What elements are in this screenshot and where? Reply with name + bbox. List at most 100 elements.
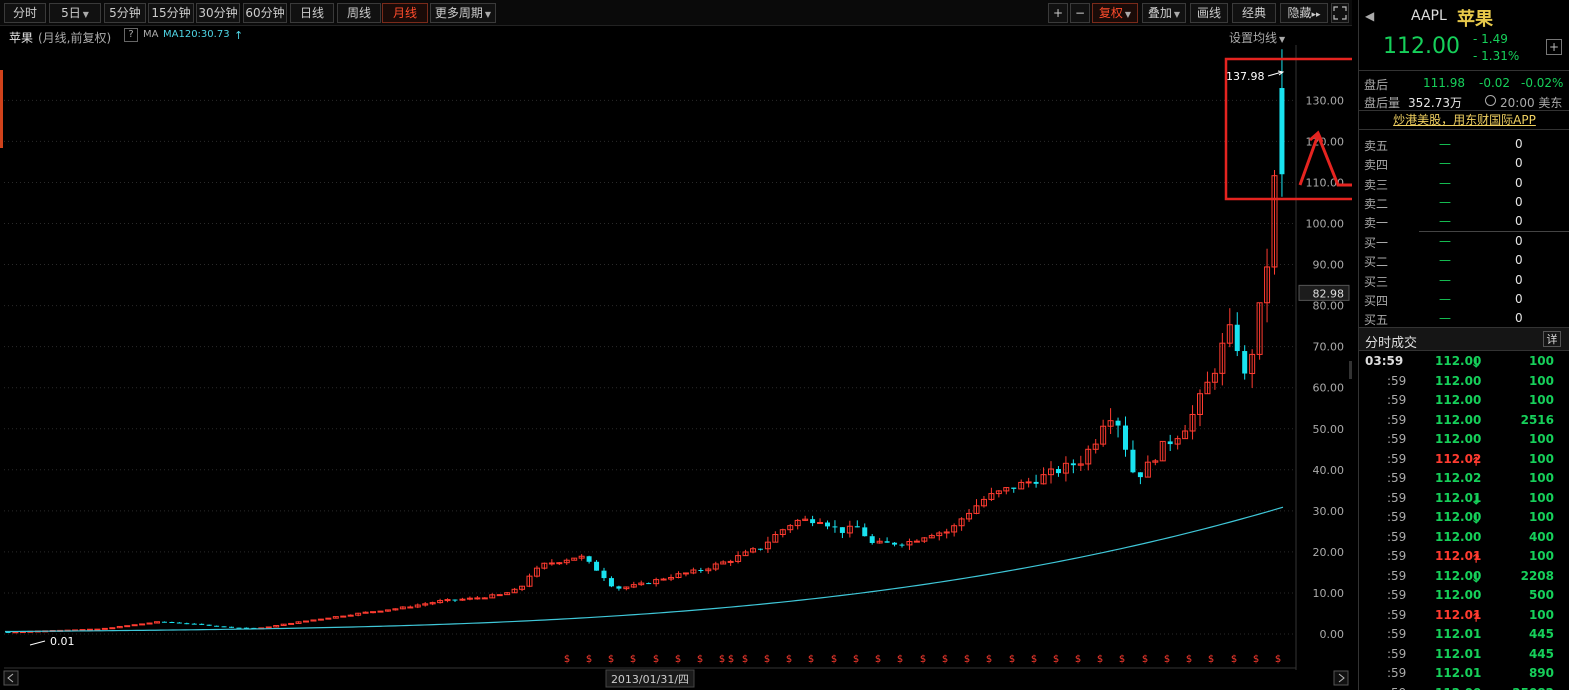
trade-time: 03:59 (1365, 354, 1404, 368)
bid-label: 买三 (1364, 274, 1389, 289)
candle-up (653, 579, 660, 585)
y-tick-label: 20.00 (1313, 546, 1345, 559)
candle-down (869, 536, 875, 543)
scroll-right-button[interactable] (1333, 670, 1349, 686)
ask-price: — (1439, 175, 1451, 190)
candle-down (452, 599, 458, 601)
overlay-dropdown-label: 叠加 (1147, 6, 1172, 20)
candle-up (988, 493, 995, 500)
trade-price: 112.00 (1435, 510, 1482, 524)
trade-row: :59 112.00 500 (1359, 586, 1569, 605)
period-tab-8[interactable]: 月线 (382, 3, 428, 23)
dividend-marker: $ (675, 654, 681, 665)
draw-line-button[interactable]: 画线 (1190, 3, 1228, 23)
dividend-marker: $ (786, 654, 792, 665)
bid-vol: 0 (1515, 272, 1523, 287)
trades-title: 分时成交 (1365, 336, 1418, 351)
bid-price: — (1439, 311, 1451, 326)
candle-up (437, 600, 444, 604)
period-tab-6[interactable]: 日线 (290, 3, 334, 23)
period-tab-4[interactable]: 30分钟 (196, 3, 240, 23)
dividend-marker: $ (808, 654, 814, 665)
bid-vol: 0 (1515, 253, 1523, 268)
scroll-left-button[interactable] (3, 670, 19, 686)
stock-name: 苹果 (9, 31, 34, 45)
overlay-dropdown[interactable]: 叠加 ▼ (1142, 3, 1186, 23)
current-price-tag: 82.98 (1313, 287, 1345, 300)
candle-down (1011, 487, 1017, 489)
candle-up (638, 582, 645, 586)
period-tab-7[interactable]: 周线 (337, 3, 381, 23)
period-tab-3[interactable]: 15分钟 (148, 3, 194, 23)
zoom-in-button[interactable]: + (1048, 3, 1068, 23)
symbol-name: 苹果 (1457, 9, 1493, 30)
classic-button[interactable]: 经典 (1232, 3, 1276, 23)
trade-row: :59 112.01 445 (1359, 625, 1569, 644)
period-tab-1[interactable]: 5日 ▼ (49, 3, 101, 23)
period-tab-5[interactable]: 60分钟 (243, 3, 287, 23)
candle-up (764, 541, 771, 550)
trade-time: :59 (1387, 490, 1407, 505)
ask-price: — (1439, 214, 1451, 229)
trade-time: :59 (1387, 451, 1407, 466)
high-arrow-icon (1267, 70, 1285, 77)
bid-label: 买五 (1364, 313, 1389, 328)
candle-down (214, 625, 220, 627)
candle-up (459, 598, 466, 601)
period-tab-2[interactable]: 5分钟 (104, 3, 146, 23)
down-arrow-icon: 🡓 (1473, 356, 1480, 370)
candle-up (794, 519, 801, 527)
add-watchlist-icon[interactable]: + (1546, 39, 1562, 55)
candle-down (1167, 441, 1173, 445)
candle-down (899, 544, 905, 546)
trade-price: 112.00 (1435, 354, 1482, 368)
candle-up (742, 551, 749, 557)
period-tab-0[interactable]: 分时 (4, 3, 46, 23)
candle-up (1077, 463, 1084, 466)
candle-up (489, 594, 496, 599)
prev-symbol-icon[interactable]: ◀ (1365, 9, 1375, 23)
ask-label: 卖一 (1364, 216, 1389, 231)
price-chart[interactable]: 130.00120.00110.00100.0090.0080.0070.006… (0, 45, 1352, 690)
candle-down (594, 561, 600, 571)
candle-up (1174, 438, 1181, 445)
price-change: - 1.49 (1473, 32, 1508, 46)
candle-up (1271, 175, 1278, 268)
dividend-marker: $ (697, 654, 703, 665)
trade-price: 112.01 (1435, 607, 1482, 622)
trade-row: :59 112.02 🡑 100 (1359, 450, 1569, 469)
candle-up (548, 562, 555, 565)
left-edge-strip (0, 70, 3, 148)
candle-up (980, 498, 987, 507)
zoom-out-button[interactable]: − (1070, 3, 1090, 23)
candle-up (146, 622, 153, 625)
candle-up (876, 540, 883, 544)
period-tab-9[interactable]: 更多周期 ▼ (430, 3, 496, 23)
candle-down (5, 631, 11, 633)
highlight-box (1224, 57, 1352, 201)
panel-resize-handle[interactable] (1349, 361, 1352, 379)
help-icon[interactable]: ? (124, 28, 138, 42)
dividend-marker: $ (1164, 654, 1170, 665)
trades-detail-button[interactable]: 详 (1543, 331, 1561, 347)
candle-up (1256, 302, 1263, 355)
fuquan-dropdown[interactable]: 复权 ▼ (1092, 3, 1138, 23)
double-arrow-icon: ▸▸ (1311, 10, 1321, 20)
trade-vol: 445 (1528, 646, 1554, 661)
candle-up (906, 541, 913, 546)
y-tick-label: 70.00 (1313, 341, 1345, 354)
ask-row: 卖四 — 0 (1359, 154, 1569, 173)
bid-label: 买一 (1364, 236, 1389, 250)
after-hours-vol-row: 盘后量 352.73万 20:00 美东 (1359, 92, 1569, 111)
hide-button[interactable]: 隐藏▸▸ (1280, 3, 1328, 23)
promo-link[interactable]: 炒港美股，用东财国际APP (1359, 110, 1569, 130)
trade-row: 03:59 112.00 🡓 100 (1359, 352, 1569, 371)
ma-settings-button[interactable]: 设置均线 ▼ (1229, 31, 1286, 45)
dividend-marker: $ (920, 654, 926, 665)
candle-up (370, 611, 377, 614)
candle-down (608, 578, 614, 587)
chevron-right-icon (1338, 673, 1345, 683)
candle-down (1115, 420, 1121, 426)
fullscreen-icon[interactable] (1331, 3, 1349, 23)
candle-up (131, 624, 138, 627)
